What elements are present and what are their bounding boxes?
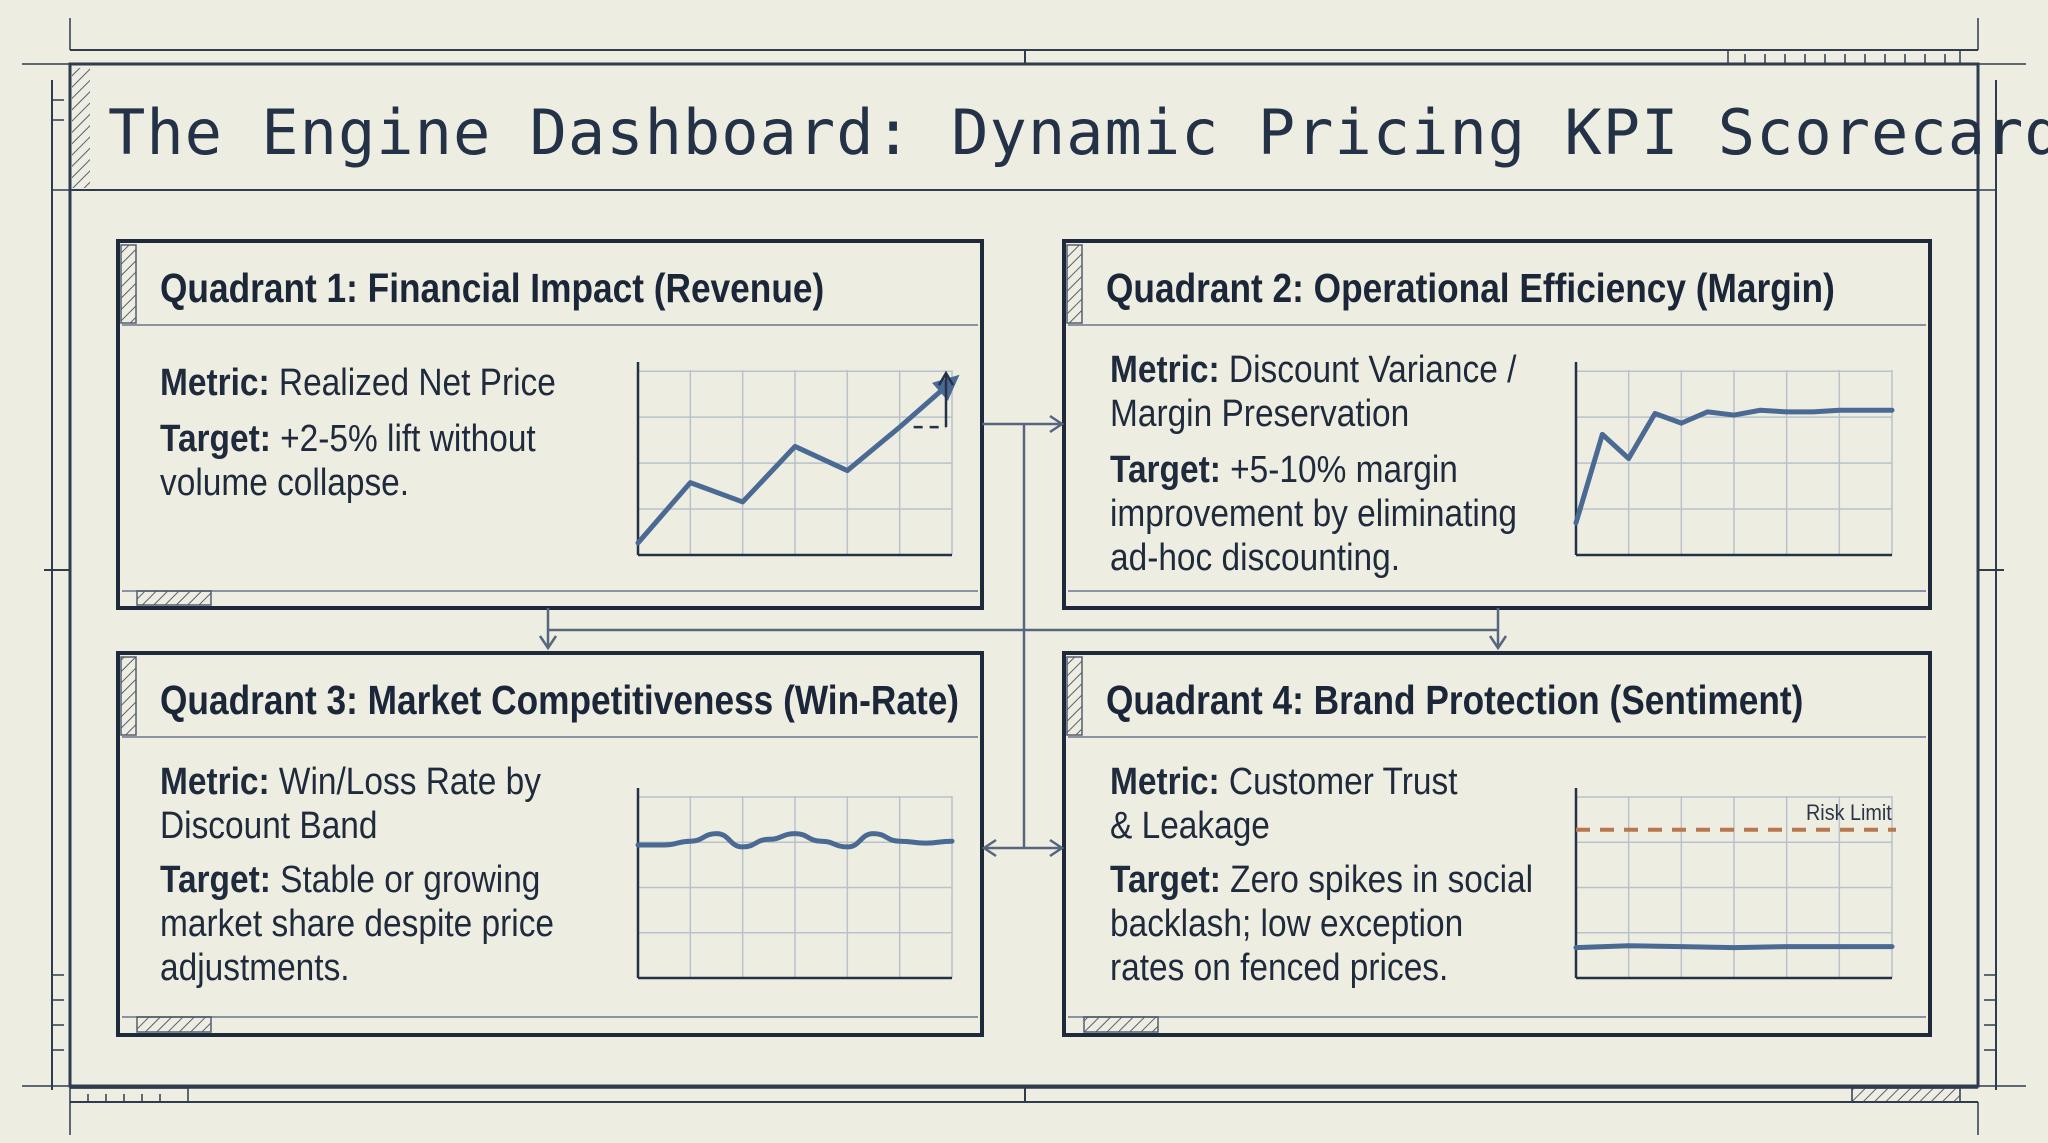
target-label: Target: <box>1110 859 1221 901</box>
chart-series-line <box>1573 943 1895 951</box>
metric-text: Customer Trust <box>1228 761 1458 803</box>
quadrant-body: Metric: Discount Variance / Margin Prese… <box>1110 348 1517 580</box>
target-label: Target: <box>1110 449 1221 491</box>
quadrant-2-hatch <box>1066 244 1083 324</box>
target-text: volume collapse. <box>160 462 410 504</box>
metric-text: Realized Net Price <box>278 362 556 404</box>
ruler-ticks <box>52 49 1996 1103</box>
metric-label: Metric: <box>1110 349 1220 391</box>
metric-text: Discount Band <box>160 805 378 847</box>
quadrant-connectors <box>538 414 1508 858</box>
quadrant-heading: Quadrant 3: Market Competitiveness (Win-… <box>160 677 960 723</box>
target-label: Target: <box>160 418 271 460</box>
quadrant-1-hatch <box>120 244 137 324</box>
target-text: +5-10% margin <box>1230 449 1458 491</box>
footer-hatch <box>1851 1087 1961 1103</box>
target-text: ad-hoc discounting. <box>1110 537 1401 579</box>
quadrant-heading: Quadrant 2: Operational Efficiency (Marg… <box>1106 265 1835 311</box>
chart-up-arrowhead <box>937 370 955 386</box>
target-text: market share despite price <box>160 903 555 945</box>
quadrant-body: Metric: Realized Net Price Target: +2-5%… <box>160 361 556 505</box>
metric-text: & Leakage <box>1110 805 1270 847</box>
quadrant-4-hatch <box>1066 656 1083 736</box>
chart-series-line <box>635 831 955 850</box>
title-hatch <box>72 68 90 188</box>
quadrant-3-hatch <box>120 656 137 736</box>
quadrant-3-box <box>116 651 984 1037</box>
target-text: Stable or growing <box>280 859 541 901</box>
metric-text: Discount Variance / <box>1228 349 1517 391</box>
page-title: The Engine Dashboard: Dynamic Pricing KP… <box>108 96 2048 169</box>
quadrant-3: Quadrant 3: Market Competitiveness (Win-… <box>120 655 980 1033</box>
quadrant-body: Metric: Customer Trust & Leakage Target:… <box>1110 760 1533 990</box>
target-text: improvement by eliminating <box>1110 493 1518 535</box>
risk-limit-label: Risk Limit <box>1806 800 1892 825</box>
metric-text: Win/Loss Rate by <box>278 761 541 803</box>
quadrant-heading: Quadrant 4: Brand Protection (Sentiment) <box>1106 677 1804 723</box>
metric-text: Margin Preservation <box>1110 393 1410 435</box>
target-text: +2-5% lift without <box>280 418 536 460</box>
quadrant-body: Metric: Win/Loss Rate by Discount Band T… <box>160 760 554 990</box>
metric-label: Metric: <box>1110 761 1220 803</box>
quadrant-4: Quadrant 4: Brand Protection (Sentiment)… <box>1066 655 1928 1033</box>
chart-series-line <box>1573 407 1895 526</box>
quadrant-heading: Quadrant 1: Financial Impact (Revenue) <box>160 265 825 311</box>
target-text: adjustments. <box>160 947 350 989</box>
outer-frame <box>22 18 2026 1135</box>
quadrant-2: Quadrant 2: Operational Efficiency (Marg… <box>1066 243 1928 606</box>
quadrant-1: Quadrant 1: Financial Impact (Revenue) M… <box>120 243 980 606</box>
metric-label: Metric: <box>160 362 270 404</box>
metric-label: Metric: <box>160 761 270 803</box>
chart-series-line <box>635 378 955 546</box>
target-text: Zero spikes in social <box>1230 859 1534 901</box>
quadrant-4-box <box>1062 651 1932 1037</box>
target-label: Target: <box>160 859 271 901</box>
target-text: backlash; low exception <box>1110 903 1464 945</box>
target-text: rates on fenced prices. <box>1110 947 1449 989</box>
